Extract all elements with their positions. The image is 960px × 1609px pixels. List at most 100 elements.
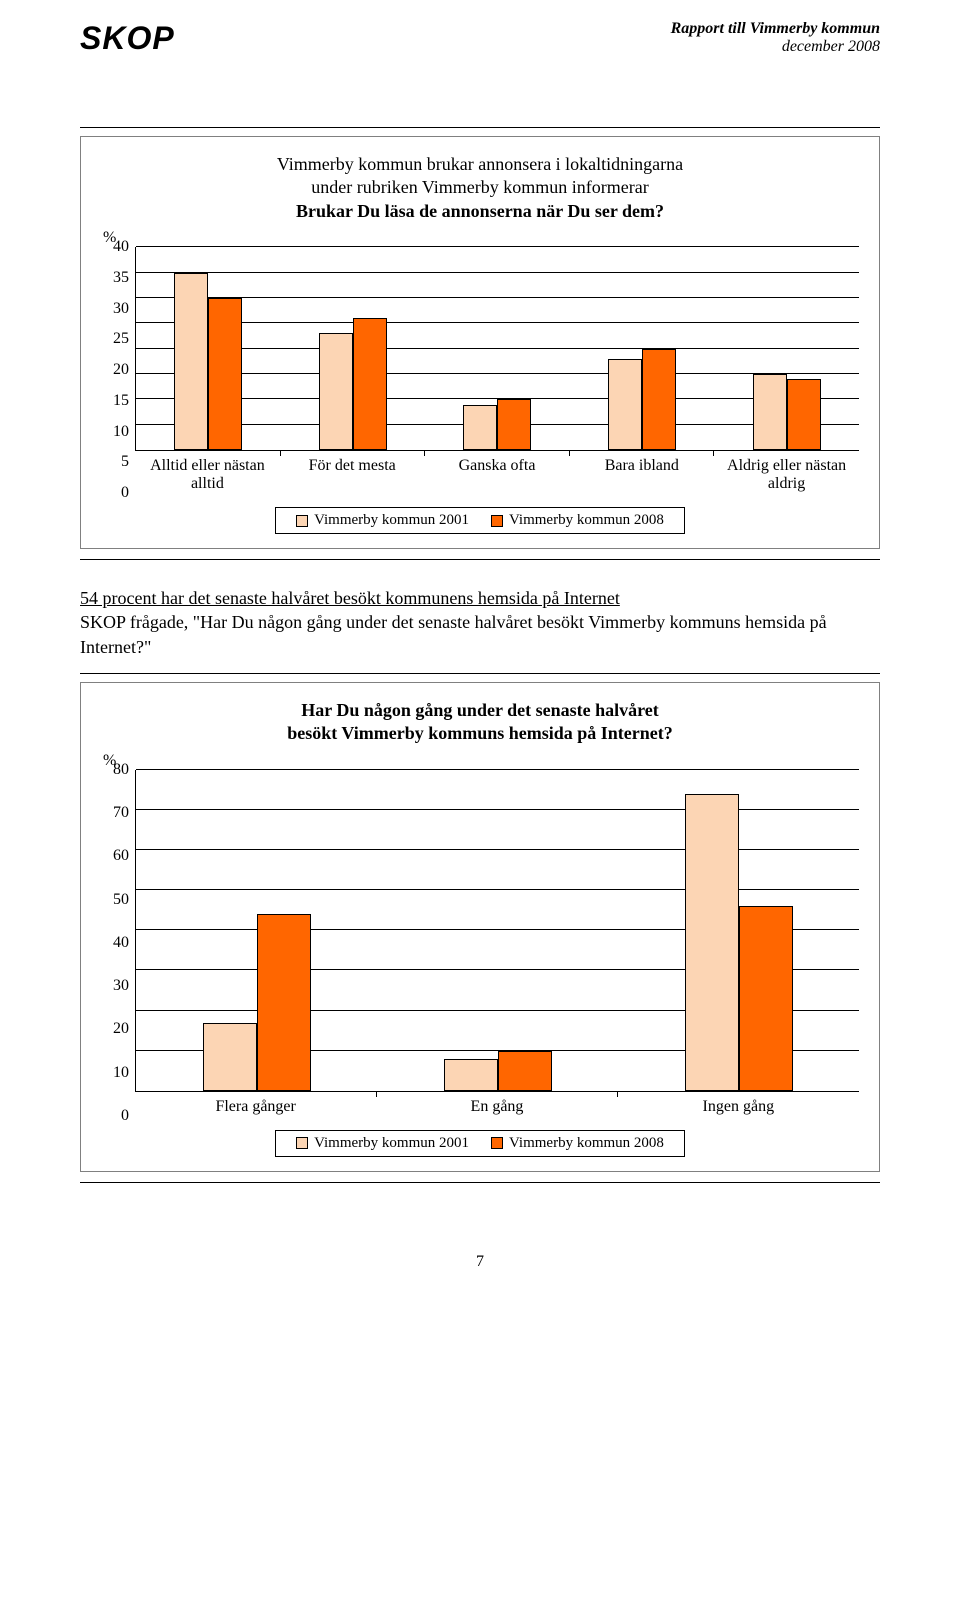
y-tick-label: 0 xyxy=(121,1107,129,1125)
x-tick xyxy=(376,1091,377,1097)
y-tick-label: 80 xyxy=(113,761,129,779)
bar xyxy=(498,1051,552,1091)
x-label: Ganska ofta xyxy=(425,457,570,493)
title-line: under rubriken Vimmerby kommun informera… xyxy=(311,177,649,197)
bar-groups xyxy=(136,770,859,1091)
page-header: SKOP Rapport till Vimmerby kommun decemb… xyxy=(80,20,880,57)
bar-group xyxy=(136,247,281,450)
y-tick-label: 15 xyxy=(113,392,129,410)
x-label: Alltid eller nästanalltid xyxy=(135,457,280,493)
y-tick-label: 10 xyxy=(113,423,129,441)
page-number: 7 xyxy=(80,1253,880,1271)
chart-box: Har Du någon gång under det senaste halv… xyxy=(80,682,880,1172)
bar-pair xyxy=(685,770,793,1091)
bar xyxy=(787,379,821,450)
y-tick-label: 35 xyxy=(113,269,129,287)
y-tick-label: 20 xyxy=(113,1020,129,1038)
x-label: Flera gånger xyxy=(135,1098,376,1116)
legend-item: Vimmerby kommun 2008 xyxy=(491,1135,664,1152)
chart-area: % 01020304050607080 Flera gångerEn gångI… xyxy=(101,756,859,1116)
bar xyxy=(463,405,497,451)
y-tick-label: 40 xyxy=(113,934,129,952)
bar-group xyxy=(570,247,715,450)
y-tick-label: 40 xyxy=(113,238,129,256)
bar-group xyxy=(714,247,859,450)
x-label: Aldrig eller nästanaldrig xyxy=(714,457,859,493)
bar xyxy=(203,1023,257,1091)
bar-group xyxy=(136,770,377,1091)
bar xyxy=(753,374,787,450)
x-labels: Flera gångerEn gångIngen gång xyxy=(135,1098,859,1116)
report-header: Rapport till Vimmerby kommun december 20… xyxy=(671,20,880,56)
bar xyxy=(642,349,676,451)
bar xyxy=(257,914,311,1091)
y-tick-label: 10 xyxy=(113,1064,129,1082)
legend: Vimmerby kommun 2001 Vimmerby kommun 2008 xyxy=(101,1130,859,1157)
bar xyxy=(353,318,387,450)
plot-area xyxy=(135,770,859,1092)
bar-group xyxy=(618,770,859,1091)
bar-group xyxy=(281,247,426,450)
bar xyxy=(174,273,208,451)
title-line: Har Du någon gång under det senaste halv… xyxy=(301,700,659,720)
bar-pair xyxy=(608,247,676,450)
x-label: Ingen gång xyxy=(618,1098,859,1116)
bar xyxy=(685,794,739,1091)
legend-swatch xyxy=(296,1137,308,1149)
report-title: Rapport till Vimmerby kommun xyxy=(671,20,880,37)
legend-label: Vimmerby kommun 2008 xyxy=(509,1135,664,1152)
title-bold: Brukar Du läsa de annonserna när Du ser … xyxy=(296,201,664,221)
chart-2: Har Du någon gång under det senaste halv… xyxy=(80,682,880,1172)
x-tick xyxy=(424,450,425,456)
title-line: Vimmerby kommun brukar annonsera i lokal… xyxy=(277,154,683,174)
x-tick xyxy=(569,450,570,456)
y-tick-label: 0 xyxy=(121,484,129,502)
y-axis: % 0510152025303540 xyxy=(101,233,135,493)
plot-area xyxy=(135,247,859,451)
y-tick-label: 50 xyxy=(113,891,129,909)
legend-inner: Vimmerby kommun 2001 Vimmerby kommun 2008 xyxy=(275,507,685,534)
x-tick xyxy=(280,450,281,456)
divider xyxy=(80,127,880,128)
report-date: december 2008 xyxy=(782,38,880,55)
body-text: SKOP frågade, "Har Du någon gång under d… xyxy=(80,612,827,656)
chart-title: Vimmerby kommun brukar annonsera i lokal… xyxy=(101,153,859,223)
legend-swatch xyxy=(491,1137,503,1149)
logo: SKOP xyxy=(80,20,175,57)
legend: Vimmerby kommun 2001 Vimmerby kommun 2008 xyxy=(101,507,859,534)
bar-pair xyxy=(444,770,552,1091)
chart-area: % 0510152025303540 Alltid eller nästanal… xyxy=(101,233,859,493)
y-tick-label: 20 xyxy=(113,361,129,379)
legend-label: Vimmerby kommun 2008 xyxy=(509,512,664,529)
y-axis: % 01020304050607080 xyxy=(101,756,135,1116)
x-labels: Alltid eller nästanalltidFör det mestaGa… xyxy=(135,457,859,493)
bar xyxy=(608,359,642,450)
bar xyxy=(497,399,531,450)
bar-pair xyxy=(463,247,531,450)
legend-label: Vimmerby kommun 2001 xyxy=(314,512,469,529)
x-label: För det mesta xyxy=(280,457,425,493)
bar xyxy=(319,333,353,450)
bar xyxy=(444,1059,498,1091)
y-tick-label: 30 xyxy=(113,300,129,318)
divider xyxy=(80,559,880,560)
bar xyxy=(208,298,242,450)
y-tick-label: 70 xyxy=(113,804,129,822)
x-tick xyxy=(617,1091,618,1097)
title-bold: besökt Vimmerby kommuns hemsida på Inter… xyxy=(287,723,673,743)
bar xyxy=(739,906,793,1091)
y-ticks: 01020304050607080 xyxy=(101,770,129,1116)
legend-swatch xyxy=(491,515,503,527)
legend-inner: Vimmerby kommun 2001 Vimmerby kommun 2008 xyxy=(275,1130,685,1157)
bar-group xyxy=(377,770,618,1091)
chart-box: Vimmerby kommun brukar annonsera i lokal… xyxy=(80,136,880,549)
y-ticks: 0510152025303540 xyxy=(101,247,129,493)
bar-pair xyxy=(203,770,311,1091)
legend-item: Vimmerby kommun 2001 xyxy=(296,512,469,529)
divider xyxy=(80,1182,880,1183)
chart-title: Har Du någon gång under det senaste halv… xyxy=(101,699,859,746)
legend-item: Vimmerby kommun 2001 xyxy=(296,1135,469,1152)
y-tick-label: 30 xyxy=(113,977,129,995)
y-tick-label: 25 xyxy=(113,330,129,348)
bar-pair xyxy=(174,247,242,450)
